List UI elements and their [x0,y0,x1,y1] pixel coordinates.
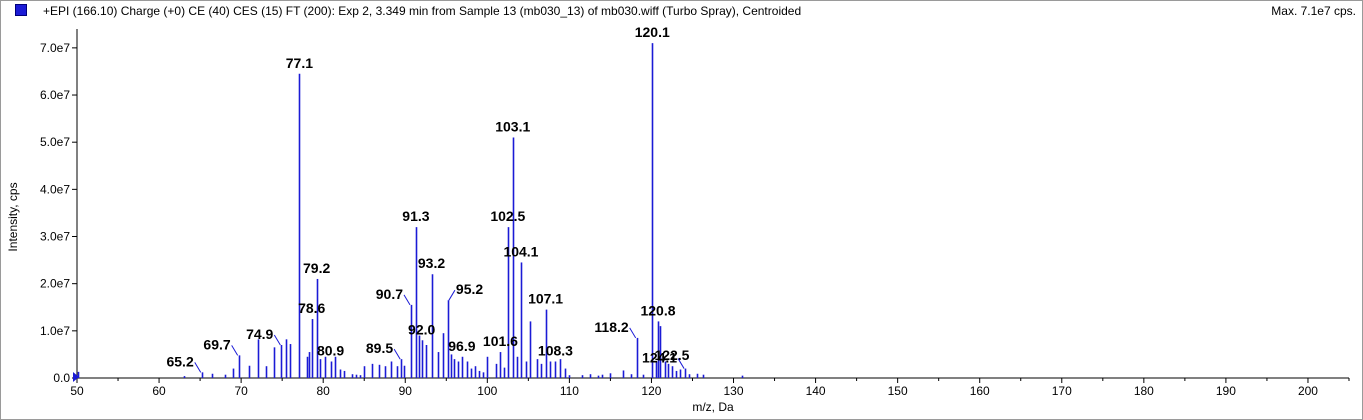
peak-label: 69.7 [203,336,230,352]
x-tick-label: 110 [560,384,579,398]
annotation-leader [403,294,411,306]
peak-label: 96.9 [448,338,475,354]
peak-label: 92.0 [408,321,435,337]
peak-label: 77.1 [286,55,313,71]
annotation-leader [448,289,456,301]
x-tick-label: 80 [317,384,331,398]
peak-label: 91.3 [402,208,429,224]
annotation-leader [273,334,281,346]
peak-label: 120.1 [635,24,670,40]
max-intensity-label: Max. 7.1e7 cps. [1271,4,1356,18]
peak-label: 104.1 [503,243,538,259]
x-tick-label: 100 [477,384,497,398]
x-tick-label: 200 [1298,384,1318,398]
y-tick-label: 4.0e7 [40,182,70,196]
x-tick-label: 90 [399,384,413,398]
peak-label: 101.6 [483,333,518,349]
peak-label: 103.1 [495,118,530,134]
x-tick-label: 190 [1216,384,1236,398]
peak-label: 108.3 [538,342,573,358]
annotation-leader [629,327,637,339]
peak-label: 65.2 [166,353,193,369]
peak-label: 93.2 [418,255,445,271]
axis-origin-marker-icon[interactable] [73,372,79,382]
y-tick-label: 0.0 [53,371,70,385]
peak-label: 90.7 [376,286,403,302]
x-tick-label: 140 [806,384,826,398]
peak-label: 124.1 [642,350,677,366]
y-tick-label: 7.0e7 [40,41,70,55]
peak-label: 74.9 [246,326,273,342]
peak-label: 120.8 [640,302,675,318]
y-tick-label: 5.0e7 [40,135,70,149]
chart-title: +EPI (166.10) Charge (+0) CE (40) CES (1… [43,4,802,18]
peak-label: 79.2 [303,260,330,276]
y-tick-label: 3.0e7 [40,230,70,244]
axes [76,29,1349,379]
peak-label: 107.1 [528,291,563,307]
peak-label: 80.9 [317,342,344,358]
y-axis-label: Intensity, cps [6,182,20,251]
peak-label: 122.5 [654,347,689,363]
peak-bars [77,43,744,378]
peak-label: 95.2 [456,281,483,297]
y-tick-label: 2.0e7 [40,277,70,291]
x-tick-label: 120 [641,384,661,398]
axis-ticks: 50 60 70 80 90 100 110 120 130 140 150 160 170 180 190… [40,41,1350,398]
x-tick-label: 160 [970,384,990,398]
annotation-leader [393,348,401,360]
peak-annotations: 77.1 79.2 78.6 74.9 69.7 65.2 80.9 89.5 90.7 91.3… [166,24,690,373]
peak-label: 102.5 [490,208,525,224]
annotation-leader [677,358,685,369]
y-tick-label: 6.0e7 [40,88,70,102]
x-tick-label: 130 [724,384,744,398]
y-tick-label: 1.0e7 [40,324,70,338]
x-tick-label: 170 [1052,384,1072,398]
x-tick-label: 70 [234,384,248,398]
x-tick-label: 60 [152,384,166,398]
annotation-leader [194,362,202,373]
peak-label: 78.6 [298,300,325,316]
x-tick-label: 180 [1134,384,1154,398]
peak-label: 118.2 [594,319,628,335]
peak-label: 89.5 [366,340,393,356]
x-tick-label: 150 [888,384,908,398]
annotation-leader [231,345,239,356]
series-color-swatch [15,4,27,16]
x-axis-label: m/z, Da [692,400,734,414]
x-tick-label: 50 [70,384,84,398]
